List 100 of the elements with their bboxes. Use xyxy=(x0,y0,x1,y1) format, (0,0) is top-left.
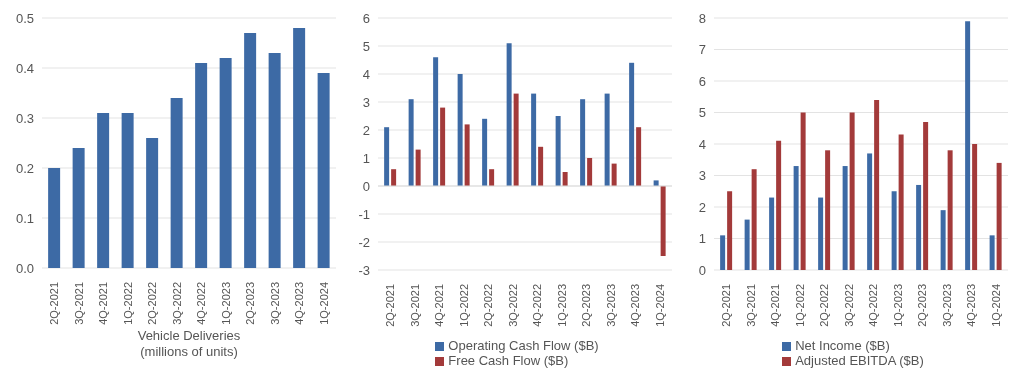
y-tick-label: 0.0 xyxy=(15,260,34,276)
y-tick-label: 7 xyxy=(698,42,706,58)
bar xyxy=(965,21,971,270)
bar xyxy=(482,118,488,186)
bar xyxy=(825,150,831,270)
bar xyxy=(195,63,208,268)
bar xyxy=(898,134,904,270)
x-tick-label: 2Q-2021 xyxy=(720,284,733,327)
x-tick-label: 4Q-2022 xyxy=(531,284,544,327)
bar xyxy=(513,93,519,186)
bar xyxy=(751,169,757,270)
bar xyxy=(629,62,635,186)
x-tick-label: 2Q-2022 xyxy=(146,282,159,325)
x-tick-label: 3Q-2022 xyxy=(506,284,519,327)
bar xyxy=(384,127,390,186)
bar xyxy=(891,191,897,270)
y-tick-label: 5 xyxy=(698,105,706,121)
bar xyxy=(415,149,421,186)
x-tick-label: 2Q-2023 xyxy=(244,282,257,325)
bar xyxy=(562,172,568,186)
y-tick-label: 8 xyxy=(698,10,706,26)
x-tick-label: 3Q-2022 xyxy=(842,284,855,327)
y-tick-label: 1 xyxy=(362,150,370,166)
y-tick-label: 0 xyxy=(698,262,706,278)
bar xyxy=(842,166,848,270)
bar xyxy=(744,219,750,270)
x-tick-label: 1Q-2022 xyxy=(121,282,134,325)
x-tick-label: 2Q-2021 xyxy=(48,282,61,325)
x-tick-label: 3Q-2022 xyxy=(170,282,183,325)
y-tick-label: 0.1 xyxy=(15,210,34,226)
y-tick-label: 3 xyxy=(698,168,706,184)
y-tick-label: 3 xyxy=(362,94,370,110)
bar xyxy=(818,197,824,270)
bar xyxy=(72,148,85,268)
x-tick-label: 3Q-2023 xyxy=(268,282,281,325)
y-tick-label: -3 xyxy=(358,262,370,278)
x-tick-label: 4Q-2023 xyxy=(293,282,306,325)
x-tick-label: 2Q-2023 xyxy=(580,284,593,327)
x-tick-label: 1Q-2024 xyxy=(317,282,330,325)
x-tick-label: 3Q-2023 xyxy=(604,284,617,327)
bar xyxy=(996,162,1002,270)
bar xyxy=(531,93,537,186)
bar xyxy=(97,113,110,268)
bar xyxy=(464,124,470,186)
bar xyxy=(457,74,463,186)
x-tick-label: 1Q-2023 xyxy=(219,282,232,325)
bar xyxy=(916,184,922,270)
bar xyxy=(489,169,495,186)
bar xyxy=(538,146,544,186)
y-tick-label: 6 xyxy=(698,73,706,89)
bar xyxy=(874,99,880,270)
bar xyxy=(121,113,134,268)
bar xyxy=(776,140,782,270)
x-tick-label: 4Q-2021 xyxy=(433,284,446,327)
bar xyxy=(48,168,61,268)
bar xyxy=(989,235,995,270)
y-tick-label: 0.3 xyxy=(15,110,34,126)
y-tick-label: 4 xyxy=(698,136,706,152)
bar xyxy=(720,235,726,270)
y-tick-label: 5 xyxy=(362,38,370,54)
y-tick-label: 2 xyxy=(698,199,706,215)
x-tick-label: 4Q-2021 xyxy=(769,284,782,327)
x-tick-label: 4Q-2023 xyxy=(965,284,978,327)
bar xyxy=(293,28,306,268)
bar xyxy=(587,158,593,186)
bar xyxy=(244,33,257,268)
x-tick-label: 2Q-2023 xyxy=(916,284,929,327)
bar xyxy=(800,112,806,270)
x-tick-label: 1Q-2023 xyxy=(555,284,568,327)
bar xyxy=(506,43,512,186)
y-tick-label: 0.5 xyxy=(15,10,34,26)
y-tick-label: 0.4 xyxy=(15,60,34,76)
bar xyxy=(391,169,397,186)
bar xyxy=(923,121,929,270)
bar xyxy=(580,99,586,186)
legend-label: Operating Cash Flow ($B) xyxy=(448,338,599,353)
y-tick-label: 0.2 xyxy=(15,160,34,176)
bar xyxy=(433,57,439,186)
x-tick-label: 3Q-2021 xyxy=(72,282,85,325)
bar xyxy=(727,191,733,270)
legend-label: Adjusted EBITDA ($B) xyxy=(795,353,924,368)
x-tick-label: 2Q-2022 xyxy=(482,284,495,327)
y-tick-label: -2 xyxy=(358,234,370,250)
x-tick-label: 1Q-2022 xyxy=(793,284,806,327)
bar xyxy=(940,210,946,270)
bar xyxy=(146,138,159,268)
bar xyxy=(972,144,978,270)
y-tick-label: 6 xyxy=(362,10,370,26)
x-tick-label: 4Q-2022 xyxy=(867,284,880,327)
bar xyxy=(793,166,799,270)
x-tick-label: 1Q-2024 xyxy=(989,284,1002,327)
bar xyxy=(604,93,610,186)
x-tick-label: 4Q-2022 xyxy=(195,282,208,325)
x-tick-label: 2Q-2022 xyxy=(818,284,831,327)
x-tick-label: 1Q-2023 xyxy=(891,284,904,327)
y-tick-label: 0 xyxy=(362,178,370,194)
bar xyxy=(555,116,561,186)
x-tick-label: 1Q-2022 xyxy=(457,284,470,327)
bar xyxy=(268,53,281,268)
bar xyxy=(867,153,873,270)
